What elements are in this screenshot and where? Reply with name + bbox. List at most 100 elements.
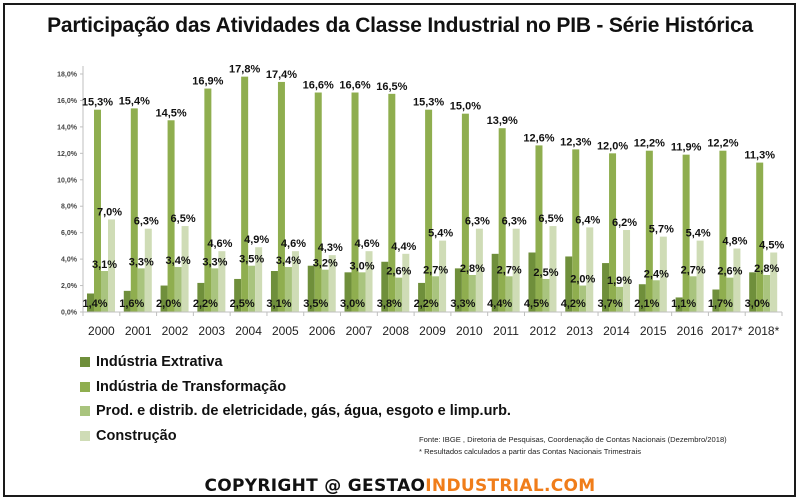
legend-item-utilidades: Prod. e distrib. de eletricidade, gás, á… [80, 399, 511, 424]
bar [307, 265, 315, 312]
data-label: 4,6% [207, 238, 232, 250]
bar [719, 150, 727, 312]
legend-label: Prod. e distrib. de eletricidade, gás, á… [96, 403, 511, 420]
data-label: 15,0% [450, 101, 481, 113]
data-label: 16,9% [192, 76, 223, 88]
bar-chart: 0,0% 2,0% 4,0% 6,0% 8,0% 10,0% 12,0% 14,0% 16,0%… [57, 64, 785, 338]
data-label: 12,2% [707, 138, 738, 150]
data-label: 17,8% [229, 64, 260, 76]
bar [108, 219, 115, 312]
bar [454, 268, 462, 312]
bar [314, 92, 322, 312]
value-labels: 1,4% 1,6% 2,0% 2,2% 2,5% 3,1% 3,5% 3,0% 3,8% 2,2%… [82, 64, 785, 310]
y-tick-label: 4,0% [61, 257, 78, 264]
bar [137, 268, 145, 312]
data-label: 5,4% [686, 228, 711, 240]
bar [351, 92, 359, 312]
bar [241, 76, 249, 313]
bar [733, 248, 741, 312]
data-label: 1,7% [708, 298, 733, 310]
bar [645, 150, 653, 312]
bar [277, 81, 285, 312]
x-tick-label: 2006 [309, 324, 336, 338]
legend-label: Indústria Extrativa [96, 354, 223, 371]
data-label: 2,2% [414, 298, 439, 310]
bar [675, 297, 683, 312]
data-label: 16,6% [339, 80, 370, 92]
bar [491, 253, 499, 312]
data-label: 12,0% [597, 140, 628, 152]
bar [439, 240, 447, 312]
data-label: 3,3% [202, 256, 227, 268]
data-label: 6,4% [575, 214, 600, 226]
bar [609, 153, 617, 312]
data-label: 12,3% [560, 136, 591, 148]
copyright-dark-text: COPYRIGHT @ GESTAO [204, 476, 426, 496]
bar [749, 272, 757, 312]
data-label: 1,4% [82, 298, 107, 310]
data-label: 3,0% [349, 260, 374, 272]
data-label: 6,3% [502, 216, 527, 228]
data-label: 4,5% [759, 240, 784, 252]
data-label: 6,2% [612, 217, 637, 229]
bar [475, 228, 483, 312]
data-label: 3,5% [303, 298, 328, 310]
bar [248, 265, 256, 312]
y-tick-label: 14,0% [57, 124, 78, 131]
data-label: 3,4% [166, 255, 191, 267]
y-tick-label: 10,0% [57, 177, 78, 184]
x-tick-label: 2015 [640, 324, 667, 338]
copyright-orange-text: INDUSTRIAL.COM [425, 476, 596, 496]
source-line: Fonte: IBGE , Diretoria de Pesquisas, Co… [419, 435, 727, 444]
bar [696, 240, 704, 312]
bar [174, 267, 182, 312]
y-tick-label: 0,0% [61, 310, 78, 317]
bar [204, 88, 212, 313]
bar [726, 277, 734, 312]
bar [602, 263, 610, 312]
bar [234, 278, 242, 312]
data-label: 6,5% [538, 213, 563, 225]
bar [328, 255, 336, 312]
bar [358, 272, 366, 312]
bar [468, 274, 476, 312]
data-label: 2,2% [193, 298, 218, 310]
data-label: 5,4% [428, 228, 453, 240]
bar [638, 284, 646, 312]
bar [586, 227, 594, 312]
bar [321, 269, 329, 312]
bar [181, 226, 189, 312]
bar [659, 236, 667, 312]
data-label: 11,3% [744, 150, 775, 162]
bar [512, 228, 520, 312]
data-label: 3,4% [276, 255, 301, 267]
data-label: 15,4% [119, 95, 150, 107]
bar [270, 271, 278, 312]
bar [425, 109, 433, 312]
data-label: 2,7% [681, 264, 706, 276]
data-label: 13,9% [487, 115, 518, 127]
data-label: 2,1% [634, 298, 659, 310]
bar [395, 277, 403, 312]
bar [344, 272, 352, 312]
bar [572, 149, 580, 312]
data-label: 6,3% [465, 216, 490, 228]
data-label: 1,9% [607, 275, 632, 287]
bar [682, 154, 690, 312]
bar [689, 276, 697, 312]
bar [402, 253, 410, 312]
x-tick-label: 2009 [419, 324, 446, 338]
bar [712, 289, 720, 312]
x-tick-label: 2011 [493, 324, 519, 338]
data-label: 17,4% [266, 69, 297, 81]
bar [211, 268, 219, 312]
x-tick-label: 2004 [235, 324, 262, 338]
bar [291, 251, 299, 312]
data-label: 15,3% [82, 97, 113, 109]
x-axis: 2000 2001 2002 2003 2004 2005 2006 2007 2008 2009… [82, 311, 783, 338]
x-tick-label: 2018* [748, 324, 780, 338]
bar [498, 128, 506, 312]
legend-swatch [80, 430, 90, 441]
x-tick-label: 2017* [711, 324, 743, 338]
x-tick-label: 2008 [382, 324, 409, 338]
